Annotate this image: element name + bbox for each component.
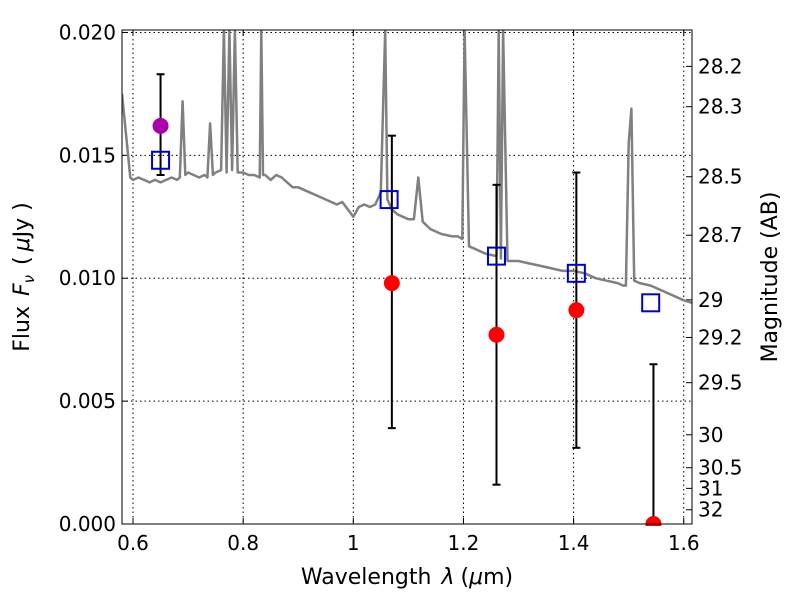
y-tick-label: 0.020 — [59, 20, 116, 44]
y2-axis-label: Magnitude (AB) — [758, 192, 783, 363]
x-tick-label: 1.2 — [448, 531, 480, 555]
y2-tick-label: 28.2 — [698, 54, 743, 78]
y2-tick-label: 28.7 — [698, 223, 743, 247]
y2-tick-label: 29.5 — [698, 371, 743, 395]
observed-photometry-point — [568, 302, 585, 319]
y-tick-label: 0.000 — [59, 512, 116, 536]
y2-tick-label: 31 — [698, 476, 723, 500]
grid — [122, 30, 692, 525]
y-tick-label: 0.005 — [59, 389, 116, 413]
x-tick-label: 1.4 — [558, 531, 590, 555]
y-axis-label: FluxFν(μJy ) — [10, 202, 38, 351]
x-tick-label: 0.6 — [117, 531, 149, 555]
x-tick-label: 1 — [347, 531, 360, 555]
y2-tick-label: 29.2 — [698, 325, 743, 349]
y2-tick-label: 28.3 — [698, 95, 743, 119]
model-spectrum-line — [122, 30, 692, 304]
x-tick-label: 0.8 — [227, 531, 259, 555]
synthetic-photometry-point — [641, 293, 661, 313]
y2-tick-label: 30.5 — [698, 456, 743, 480]
synthetic-photometry-point — [566, 263, 586, 283]
plot-frame — [121, 29, 693, 525]
y2-tick-label: 30 — [698, 423, 723, 447]
y2-tick-label: 32 — [698, 498, 723, 522]
plot-area — [122, 30, 692, 526]
x-ticks: 0.6 0.8 1 1.2 1.4 1.6 — [117, 30, 700, 555]
y-ticks: 0.000 0.005 0.010 0.015 0.020 — [59, 20, 128, 536]
synthetic-photometry-point — [379, 190, 399, 210]
observed-photometry-point — [383, 275, 400, 292]
y2-tick-label: 29 — [698, 288, 723, 312]
synthetic-photometry-point — [486, 246, 506, 266]
x-tick-label: 1.6 — [668, 531, 700, 555]
y2-tick-label: 28.5 — [698, 165, 743, 189]
observed-photometry-point — [488, 326, 505, 343]
synthetic-photometry-point — [151, 150, 171, 170]
y-tick-label: 0.015 — [59, 143, 116, 167]
optical-photometry-point — [152, 117, 169, 134]
y-tick-label: 0.010 — [59, 266, 116, 290]
x-axis-label: Wavelength λ (μm) — [301, 565, 513, 590]
